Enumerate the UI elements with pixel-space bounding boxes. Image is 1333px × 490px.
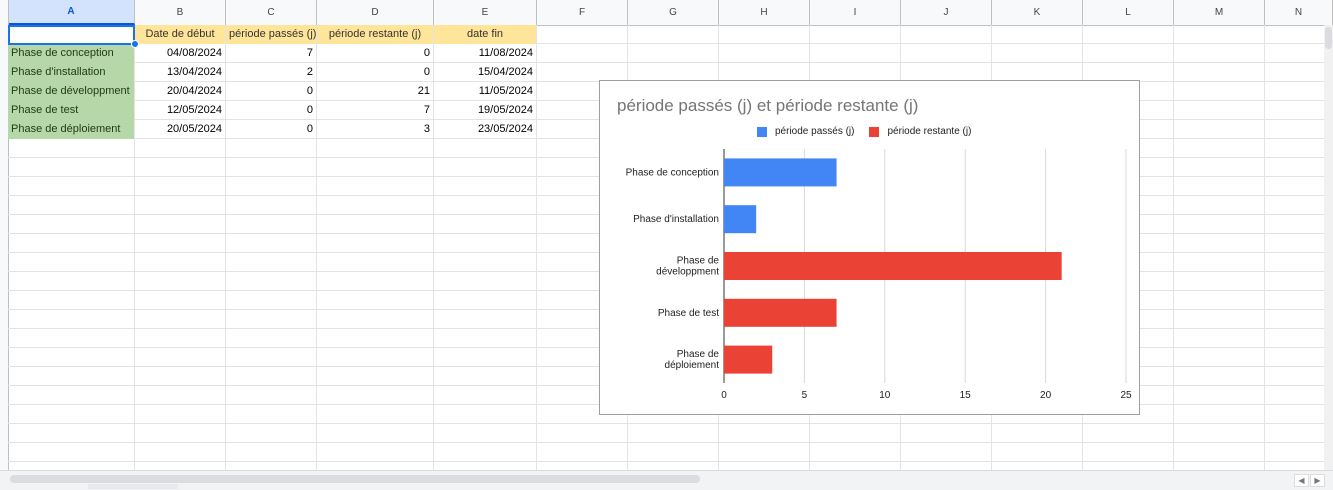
bar-passed xyxy=(724,205,757,234)
start-date-cell[interactable]: 12/05/2024 xyxy=(166,104,222,116)
header-cell-start-date[interactable]: Date de début xyxy=(135,25,225,44)
remaining-days-cell[interactable]: 0 xyxy=(423,47,430,59)
y-category-label: Phase de développment xyxy=(656,256,719,278)
vertical-scrollbar[interactable] xyxy=(1324,25,1333,470)
remaining-days-cell[interactable]: 21 xyxy=(417,85,430,97)
sheet-tab-stub[interactable] xyxy=(88,484,178,489)
phase-name-cell[interactable]: Phase d'installation xyxy=(8,63,134,82)
grid-line-horizontal xyxy=(8,423,1333,424)
start-date-cell[interactable]: 20/04/2024 xyxy=(166,85,222,97)
y-category-label: Phase de conception xyxy=(626,167,719,178)
scroll-left-icon[interactable]: ◀ xyxy=(1294,474,1309,487)
phase-name-cell[interactable]: Phase de déploiement xyxy=(8,120,134,139)
end-date-cell[interactable]: 23/05/2024 xyxy=(477,123,533,135)
horizontal-scrollbar[interactable]: ◀ ▶ xyxy=(0,470,1333,490)
y-category-label: Phase de test xyxy=(658,308,719,319)
bar-remaining xyxy=(724,345,773,374)
end-date-cell[interactable]: 15/04/2024 xyxy=(477,66,533,78)
vertical-scrollbar-thumb[interactable] xyxy=(1325,27,1332,49)
row-header-gutter[interactable] xyxy=(0,25,9,470)
start-date-cell[interactable]: 13/04/2024 xyxy=(166,66,222,78)
grid-line-vertical xyxy=(536,25,537,470)
y-category-label: Phase de déploiement xyxy=(665,349,720,371)
passed-days-cell[interactable]: 7 xyxy=(306,47,313,59)
chart-plot-area: 0 5 10 15 20 25 Phase de conception Phase d'ins… xyxy=(626,149,1132,401)
legend-label-remaining: période restante (j) xyxy=(887,126,972,137)
header-cell-remaining-days[interactable]: période restante (j) xyxy=(317,25,433,44)
bar-remaining xyxy=(724,252,1062,280)
column-header-d[interactable]: D xyxy=(317,0,434,25)
bar-chart[interactable]: période passés (j) et période restante (… xyxy=(599,80,1140,415)
chart-title: période passés (j) et période restante (… xyxy=(617,96,919,115)
column-header-f[interactable]: F xyxy=(537,0,628,25)
column-header-l[interactable]: L xyxy=(1083,0,1174,25)
grid-line-horizontal xyxy=(8,442,1333,443)
phase-name-cell[interactable]: Phase de développment xyxy=(8,82,134,101)
grid-line-horizontal xyxy=(8,43,1333,44)
bar-passed xyxy=(724,158,837,187)
column-header-h[interactable]: H xyxy=(719,0,810,25)
grid-line-vertical xyxy=(433,25,434,470)
header-cell-passed-days[interactable]: période passés (j) xyxy=(226,25,316,44)
x-tick-label: 25 xyxy=(1120,390,1132,401)
grid-line-vertical xyxy=(134,25,135,470)
column-header-g[interactable]: G xyxy=(628,0,719,25)
x-tick-label: 10 xyxy=(879,390,891,401)
grid-line-vertical xyxy=(1264,25,1265,470)
chart-legend: période passés (j) période restante (j) xyxy=(757,126,986,137)
scroll-right-icon[interactable]: ▶ xyxy=(1310,474,1325,487)
horizontal-scrollbar-thumb[interactable] xyxy=(10,475,700,483)
bar-remaining xyxy=(724,298,837,327)
column-header-i[interactable]: I xyxy=(810,0,901,25)
legend-swatch-passed xyxy=(757,126,767,137)
column-header-c[interactable]: C xyxy=(226,0,317,25)
grid-line-horizontal xyxy=(8,62,1333,63)
header-cell-end-date[interactable]: date fin xyxy=(434,25,536,44)
grid-line-vertical xyxy=(316,25,317,470)
selected-cell-outline xyxy=(8,25,135,45)
start-date-cell[interactable]: 20/05/2024 xyxy=(166,123,222,135)
fill-handle[interactable] xyxy=(131,40,139,48)
column-header-b[interactable]: B xyxy=(135,0,226,25)
grid-line-vertical xyxy=(225,25,226,470)
legend-item-passed: période passés (j) xyxy=(757,126,854,137)
x-tick-label: 20 xyxy=(1040,390,1052,401)
column-header-a[interactable]: A xyxy=(8,0,135,25)
column-header-j[interactable]: J xyxy=(901,0,992,25)
grid-line-vertical xyxy=(1173,25,1174,470)
y-category-label: Phase d'installation xyxy=(633,214,719,225)
column-header-m[interactable]: M xyxy=(1174,0,1265,25)
end-date-cell[interactable]: 11/05/2024 xyxy=(478,85,533,97)
column-header-e[interactable]: E xyxy=(434,0,537,25)
remaining-days-cell[interactable]: 3 xyxy=(423,123,430,135)
legend-swatch-remaining xyxy=(869,126,880,137)
phase-name-cell[interactable]: Phase de test xyxy=(8,101,134,120)
passed-days-cell[interactable]: 0 xyxy=(306,85,313,97)
phase-name-cell[interactable]: Phase de conception xyxy=(8,44,134,63)
passed-days-cell[interactable]: 0 xyxy=(306,123,313,135)
grid-line-horizontal xyxy=(8,461,1333,462)
start-date-cell[interactable]: 04/08/2024 xyxy=(166,47,222,59)
column-header-n[interactable]: N xyxy=(1265,0,1333,25)
end-date-cell[interactable]: 19/05/2024 xyxy=(477,104,533,116)
x-tick-label: 0 xyxy=(721,390,727,401)
remaining-days-cell[interactable]: 0 xyxy=(423,66,430,78)
end-date-cell[interactable]: 11/08/2024 xyxy=(478,47,533,59)
passed-days-cell[interactable]: 0 xyxy=(306,104,313,116)
x-tick-label: 15 xyxy=(960,390,972,401)
legend-item-remaining: période restante (j) xyxy=(869,126,971,137)
passed-days-cell[interactable]: 2 xyxy=(306,66,313,78)
x-tick-label: 5 xyxy=(802,390,808,401)
remaining-days-cell[interactable]: 7 xyxy=(423,104,430,116)
legend-label-passed: période passés (j) xyxy=(775,126,855,137)
column-header-k[interactable]: K xyxy=(992,0,1083,25)
select-all-corner[interactable] xyxy=(0,0,9,25)
